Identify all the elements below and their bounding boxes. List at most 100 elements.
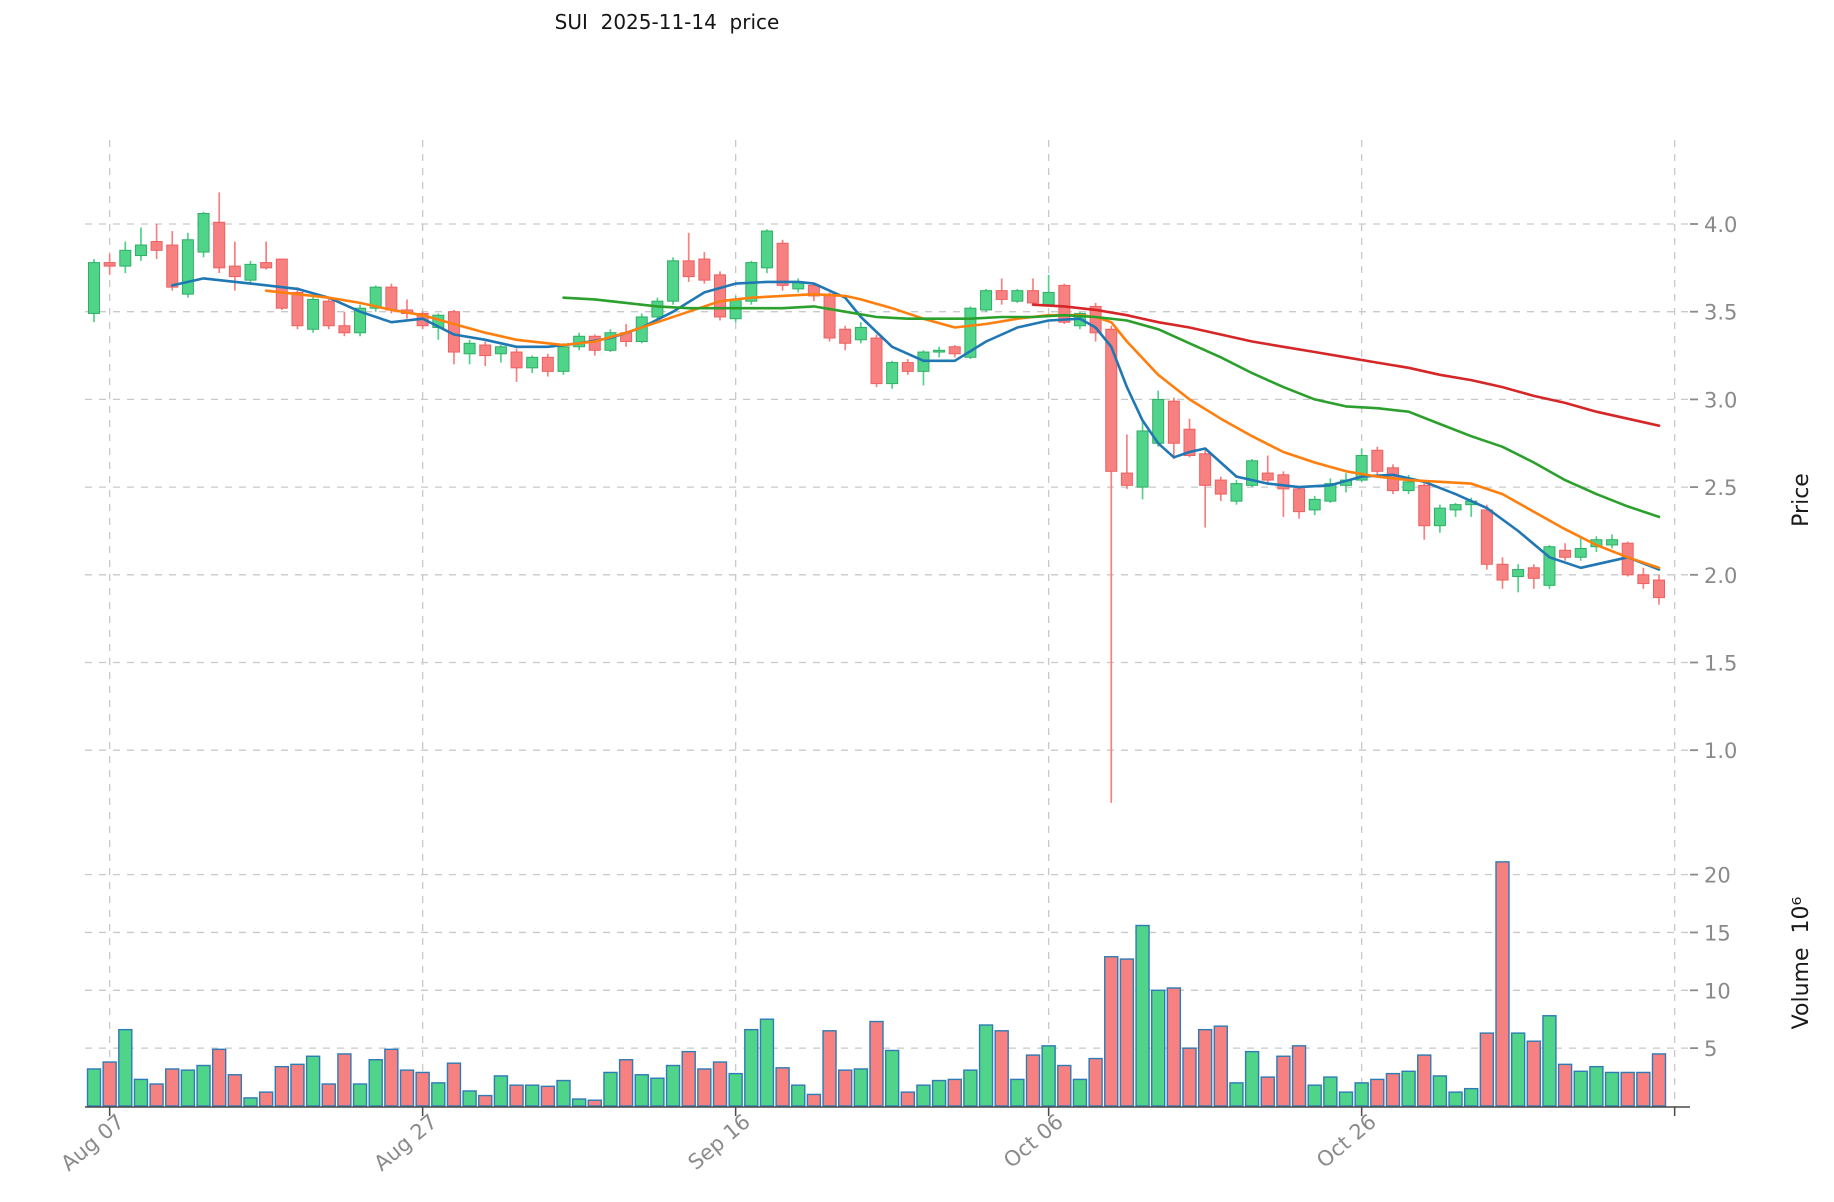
volume-bar (1573, 1070, 1588, 1107)
price-tick-label: 1.0 (1704, 739, 1737, 763)
ma-fast-blue (171, 277, 1661, 571)
volume-bar (1510, 1032, 1526, 1107)
volume-bar (1104, 956, 1119, 1107)
volume-bar (1370, 1078, 1385, 1107)
volume-bar (634, 1074, 649, 1107)
volume-bar (853, 1068, 869, 1107)
candle-body (1199, 453, 1212, 486)
candle-body (1214, 479, 1227, 495)
volume-bar (1526, 1040, 1542, 1107)
candle-body (1543, 546, 1556, 586)
volume-bar (540, 1085, 556, 1107)
volume-bar (775, 1067, 790, 1107)
candle-body (1371, 449, 1384, 472)
volume-bar (822, 1030, 837, 1107)
candle-body (1559, 549, 1572, 558)
candle-body (776, 242, 789, 286)
x-tick-label: Sep 16 (684, 1109, 755, 1174)
volume-bar (211, 1048, 227, 1107)
volume-bar (1401, 1070, 1416, 1107)
volume-bar (1291, 1045, 1307, 1107)
volume-bar (274, 1065, 289, 1107)
candle-body (526, 356, 539, 369)
candle-body (698, 258, 711, 281)
volume-bar (900, 1091, 915, 1107)
volume-bar (462, 1090, 477, 1107)
axes-layer: Aug 07 Aug 27 Sep 16 Oct 06 Oct 26 4.0 3.5 3.0 2… (56, 213, 1737, 1176)
volume-bar (1244, 1050, 1260, 1107)
x-tick-label: Oct 26 (1312, 1109, 1381, 1172)
volume-bar (884, 1049, 900, 1107)
volume-bar (994, 1030, 1009, 1107)
candle-body (1433, 507, 1446, 527)
candle-body (103, 262, 116, 267)
volume-bar (180, 1069, 196, 1107)
volume-bar (1557, 1063, 1573, 1107)
candle-body (134, 244, 147, 257)
candle-body (1167, 400, 1180, 444)
volume-bar (947, 1078, 962, 1107)
volume-bar (1197, 1028, 1213, 1107)
volume-bar (102, 1061, 117, 1107)
volume-bar (978, 1024, 994, 1107)
volume-bar (1072, 1078, 1088, 1107)
volume-bar (1651, 1053, 1667, 1107)
volume-bar (1135, 924, 1150, 1107)
volume-bar (587, 1099, 602, 1107)
candle-body (1293, 488, 1306, 513)
volume-bar (1432, 1075, 1448, 1107)
volume-bar (931, 1079, 947, 1107)
volume-bar (712, 1061, 728, 1107)
candle-body (213, 221, 226, 269)
candle-body (1120, 472, 1133, 486)
candle-body (385, 286, 398, 311)
candle-body (886, 362, 899, 385)
candle-body (510, 351, 523, 369)
volume-bar (1417, 1054, 1432, 1107)
candle-body (166, 244, 179, 288)
volume-bar (571, 1098, 587, 1107)
candle-body (1527, 567, 1540, 579)
candle-body (1480, 509, 1493, 565)
candle-body (588, 335, 601, 351)
candle-body (228, 265, 241, 278)
price-tick-label: 3.5 (1704, 301, 1737, 325)
ma-long-red (1031, 303, 1661, 428)
candle-body (760, 230, 773, 269)
candle-body (995, 290, 1008, 300)
candle-body (823, 293, 836, 339)
candle-body (667, 260, 680, 302)
volume-bar (1276, 1055, 1291, 1107)
grid-layer (85, 140, 1690, 1107)
candle-body (964, 307, 977, 358)
volume-bar (1589, 1065, 1604, 1107)
volume-tick-label: 10 (1704, 979, 1731, 1003)
candle-body (541, 356, 554, 372)
candle-body (260, 262, 273, 269)
volume-bar (1620, 1071, 1635, 1107)
candle-body (1496, 563, 1509, 581)
volume-bar (806, 1093, 822, 1107)
volume-bar (681, 1050, 696, 1107)
ma-slow-green (562, 296, 1661, 519)
x-tick-label: Aug 07 (56, 1109, 128, 1175)
volume-bar (509, 1084, 524, 1107)
candle-body (1277, 474, 1290, 490)
candle-body (197, 212, 210, 253)
candle-body (839, 328, 852, 344)
volume-bar (196, 1064, 211, 1107)
candle-body (1512, 569, 1525, 578)
volume-bar (384, 1048, 399, 1107)
volume-bar (665, 1064, 681, 1107)
candle-body (901, 362, 914, 372)
volume-bar (963, 1069, 978, 1107)
volume-tick-label: 15 (1704, 921, 1731, 945)
volume-bar (728, 1072, 743, 1107)
candle-body (275, 258, 288, 309)
volume-bar (337, 1053, 352, 1107)
volume-bar (1119, 958, 1135, 1107)
volume-tick-label: 20 (1704, 864, 1731, 888)
volume-bar (650, 1077, 665, 1107)
candle-body (807, 284, 820, 297)
